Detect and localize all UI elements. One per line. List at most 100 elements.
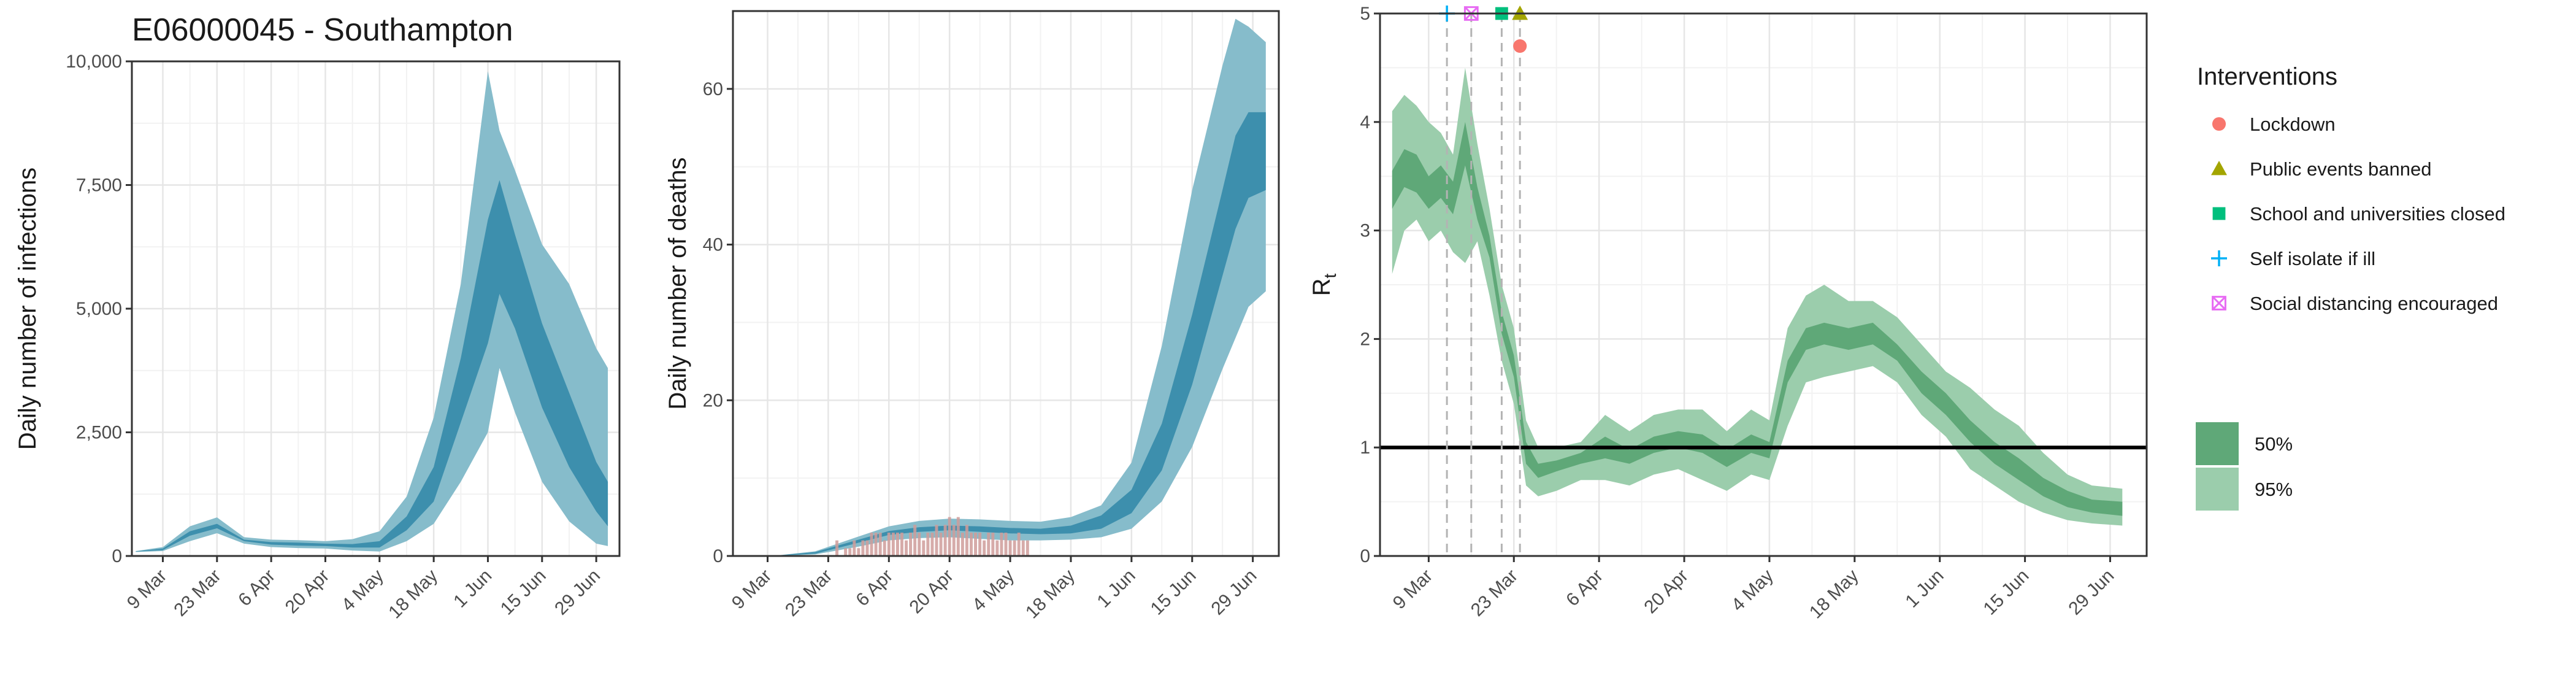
- rt-y-axis-label: Rt: [1308, 273, 1340, 296]
- rt-x-tick-label: 20 Apr: [1640, 566, 1692, 618]
- deaths-x-tick-label: 4 May: [968, 566, 1018, 615]
- observed-deaths-bar: [1021, 540, 1025, 556]
- deaths-y-tick-label: 60: [703, 79, 723, 99]
- rt-panel-border: [1379, 12, 2148, 557]
- infections-band-50pct: [136, 180, 608, 552]
- deaths-y-tick-label: 20: [703, 390, 723, 411]
- rt-x-tick-label: 15 Jun: [1980, 566, 2033, 619]
- observed-deaths-bar: [956, 517, 960, 556]
- infections-x-tick-label: 20 Apr: [282, 566, 334, 618]
- deaths-x-tick-label: 20 Apr: [905, 566, 957, 618]
- observed-deaths-bar: [918, 532, 921, 556]
- observed-deaths-bar: [878, 532, 882, 556]
- observed-deaths-bar: [943, 525, 947, 556]
- observed-deaths-bar: [930, 532, 934, 556]
- observed-deaths-bar: [865, 540, 869, 556]
- observed-deaths-bar: [939, 532, 943, 556]
- observed-deaths-bar: [978, 532, 982, 556]
- deaths-x-tick-label: 1 Jun: [1094, 566, 1140, 612]
- legend-item-label: Self isolate if ill: [2250, 248, 2375, 269]
- observed-deaths-bar: [857, 548, 861, 556]
- deaths-x-tick-label: 29 Jun: [1208, 566, 1261, 619]
- observed-deaths-bar: [861, 540, 865, 556]
- rt-y-tick-label: 2: [1360, 329, 1370, 349]
- legend-marker: [2212, 296, 2226, 311]
- deaths-x-tick-label: 6 Apr: [852, 566, 897, 611]
- observed-deaths-bar: [970, 532, 973, 556]
- observed-deaths-bar: [913, 525, 917, 556]
- figure-title: E06000045 - Southampton: [132, 12, 513, 48]
- observed-deaths-bar: [1004, 532, 1008, 556]
- observed-deaths-bar: [922, 540, 926, 556]
- deaths-x-tick-label: 23 Mar: [781, 566, 836, 620]
- observed-deaths-bar: [952, 525, 956, 556]
- interventions-legend: Interventions Lockdown Public events banne…: [2196, 63, 2505, 511]
- observed-deaths-bar: [848, 548, 852, 556]
- infections-y-tick-label: 0: [112, 546, 122, 566]
- legend-item-label: School and universities closed: [2250, 203, 2505, 225]
- infections-y-axis-label: Daily number of infections: [14, 168, 41, 450]
- observed-deaths-bar: [1008, 540, 1012, 556]
- observed-deaths-bar: [987, 532, 991, 556]
- rt-y-tick-label: 5: [1360, 4, 1370, 24]
- observed-deaths-bar: [1000, 532, 1003, 556]
- legend-item-label: Lockdown: [2250, 114, 2336, 135]
- intervention-marker: [1513, 39, 1527, 53]
- observed-deaths-bar: [853, 540, 856, 556]
- deaths-y-tick-label: 40: [703, 235, 723, 255]
- legend-marker: [2211, 250, 2227, 266]
- infections-y-tick-label: 2,500: [76, 423, 122, 443]
- legend-band-swatch: [2196, 468, 2239, 511]
- legend-marker: [2211, 161, 2227, 176]
- infections-band-95pct: [136, 71, 608, 552]
- infections-y-tick-label: 5,000: [76, 299, 122, 319]
- deaths-band-95pct: [772, 18, 1266, 556]
- rt-x-tick-label: 1 Jun: [1901, 566, 1947, 612]
- deaths-panel-border: [732, 10, 1280, 557]
- infections-x-tick-label: 4 May: [338, 566, 388, 615]
- observed-deaths-bar: [891, 532, 895, 556]
- observed-deaths-bar: [900, 532, 903, 556]
- legend-marker: [2212, 207, 2226, 220]
- observed-deaths-bar: [974, 532, 978, 556]
- observed-deaths-bar: [844, 548, 848, 556]
- observed-deaths-bar: [983, 540, 986, 556]
- infections-y-tick-label: 10,000: [66, 52, 122, 72]
- observed-deaths-bar: [995, 540, 999, 556]
- infections-x-tick-label: 23 Mar: [170, 566, 224, 620]
- deaths-y-tick-label: 0: [713, 546, 723, 566]
- rt-band-50pct: [1392, 122, 2123, 516]
- infections-x-tick-label: 9 Mar: [123, 566, 171, 614]
- rt-y-tick-label: 3: [1360, 221, 1370, 241]
- rt-y-tick-label: 0: [1360, 546, 1370, 566]
- observed-deaths-bar: [926, 532, 930, 556]
- infections-x-tick-label: 29 Jun: [551, 566, 604, 619]
- observed-deaths-bar: [1013, 540, 1016, 556]
- observed-deaths-bar: [905, 540, 908, 556]
- observed-deaths-bar: [1025, 540, 1029, 556]
- deaths-y-axis-label: Daily number of deaths: [664, 157, 691, 409]
- deaths-x-tick-label: 15 Jun: [1147, 566, 1200, 619]
- infections-x-tick-label: 18 May: [385, 566, 442, 623]
- observed-deaths-bar: [1017, 532, 1021, 556]
- observed-deaths-bar: [935, 525, 938, 556]
- rt-x-tick-label: 23 Mar: [1467, 566, 1522, 620]
- observed-deaths-bar: [965, 525, 968, 556]
- legend-band-label: 95%: [2255, 479, 2293, 500]
- rt-y-tick-label: 1: [1360, 438, 1370, 458]
- legend-title: Interventions: [2197, 63, 2337, 90]
- deaths-panel: 0 20 40 60 9 Mar 23 Mar 6 Apr 20 Apr 4 May 18 May…: [664, 10, 1280, 623]
- rt-x-tick-label: 9 Mar: [1389, 566, 1437, 614]
- infections-y-tick-label: 7,500: [76, 176, 122, 196]
- observed-deaths-bar: [909, 532, 913, 556]
- infections-x-tick-label: 15 Jun: [497, 566, 550, 619]
- legend-band-swatch: [2196, 422, 2239, 465]
- observed-deaths-bar: [883, 540, 886, 556]
- deaths-x-tick-label: 9 Mar: [728, 566, 776, 614]
- rt-panel: 0 1 2 3 4 5 9 Mar 23 Mar 6 Apr 20 Apr 4 May 18 May 1…: [1308, 4, 2148, 623]
- observed-deaths-bar: [835, 540, 838, 556]
- rt-band-95pct: [1392, 68, 2123, 526]
- deaths-x-tick-label: 18 May: [1022, 566, 1079, 623]
